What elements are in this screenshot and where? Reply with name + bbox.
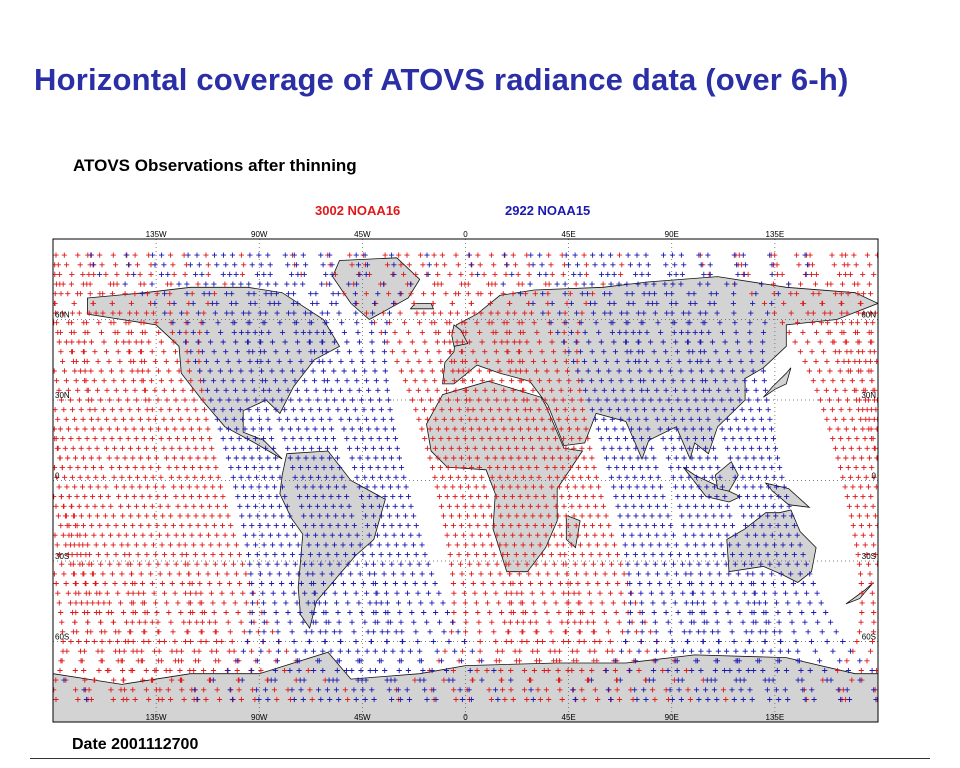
obs-noaa15 bbox=[61, 252, 878, 703]
left-lat-tick-label: 60N bbox=[55, 311, 70, 320]
date-label: Date 2001112700 bbox=[72, 736, 199, 753]
bottom-lon-tick-label: 135W bbox=[146, 713, 167, 722]
plot-title: ATOVS Observations after thinning bbox=[73, 156, 357, 175]
left-lat-tick-label: 30S bbox=[55, 552, 69, 561]
legend-noaa15-count: 2922 bbox=[505, 203, 534, 218]
top-lon-tick-label: 45E bbox=[562, 230, 576, 239]
top-lon-tick-label: 135E bbox=[766, 230, 785, 239]
obs-noaa16 bbox=[53, 252, 878, 703]
top-lon-tick-label: 0 bbox=[463, 230, 468, 239]
legend-noaa15: 2922 NOAA15 bbox=[505, 203, 590, 218]
legend-noaa16: 3002 NOAA16 bbox=[315, 203, 400, 218]
right-lat-tick-label: 30S bbox=[862, 552, 876, 561]
bottom-lon-tick-label: 45W bbox=[354, 713, 371, 722]
land-greenland bbox=[332, 257, 421, 320]
axis-ticks: 135W 90W 45W 0 45E 90E 135E 135W 90W 45W 0 45E 90E 13… bbox=[55, 230, 877, 722]
bottom-lon-tick-label: 135E bbox=[766, 713, 785, 722]
right-lat-tick-label: 60N bbox=[861, 311, 876, 320]
left-lat-tick-label: 60S bbox=[55, 633, 69, 642]
left-lat-tick-label: 0 bbox=[55, 472, 60, 481]
map-frame bbox=[52, 238, 879, 723]
top-lon-tick-label: 45W bbox=[354, 230, 371, 239]
land-new-zealand bbox=[845, 582, 874, 605]
legend-noaa16-name: NOAA16 bbox=[347, 203, 401, 218]
bottom-lon-tick-label: 90W bbox=[251, 713, 268, 722]
right-lat-tick-label: 0 bbox=[872, 472, 877, 481]
bottom-lon-tick-label: 45E bbox=[562, 713, 576, 722]
left-lat-tick-label: 30N bbox=[55, 391, 70, 400]
top-lon-tick-label: 90E bbox=[665, 230, 679, 239]
right-lat-tick-label: 30N bbox=[861, 391, 876, 400]
top-lon-tick-label: 135W bbox=[146, 230, 167, 239]
land-japan bbox=[763, 367, 792, 398]
observation-points bbox=[53, 252, 878, 703]
bottom-lon-tick-label: 0 bbox=[463, 713, 468, 722]
bottom-lon-tick-label: 90E bbox=[665, 713, 679, 722]
footer-rule bbox=[30, 758, 930, 759]
top-lon-tick-label: 90W bbox=[251, 230, 268, 239]
land-uk bbox=[451, 324, 469, 347]
slide-title: Horizontal coverage of ATOVS radiance da… bbox=[34, 62, 849, 97]
legend-noaa16-count: 3002 bbox=[315, 203, 344, 218]
legend-noaa15-name: NOAA15 bbox=[537, 203, 591, 218]
right-lat-tick-label: 60S bbox=[862, 633, 876, 642]
